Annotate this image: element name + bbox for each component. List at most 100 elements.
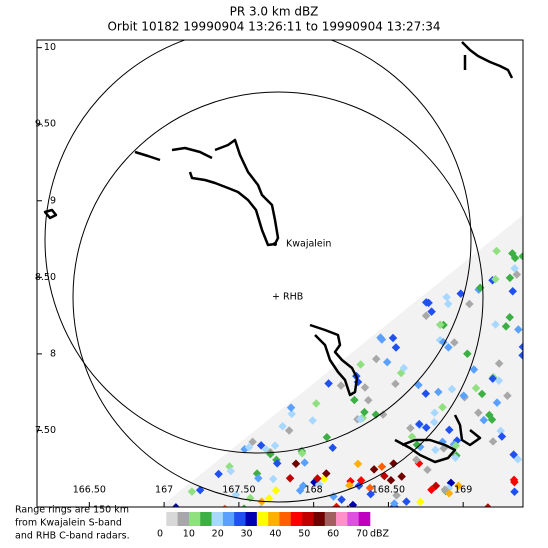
colorbar-cell bbox=[222, 512, 235, 526]
echo bbox=[364, 395, 373, 405]
echo bbox=[313, 474, 322, 483]
echo bbox=[270, 441, 280, 450]
colorbar-cell bbox=[188, 512, 201, 526]
echo bbox=[459, 391, 468, 400]
echo bbox=[322, 433, 332, 442]
echo bbox=[492, 246, 501, 256]
echo bbox=[369, 465, 379, 474]
echo bbox=[239, 504, 249, 507]
y-tick-label: 9.50 bbox=[35, 119, 56, 130]
echo bbox=[377, 462, 387, 471]
echo bbox=[406, 423, 415, 433]
echo bbox=[356, 414, 365, 424]
echo bbox=[271, 486, 281, 495]
colorbar-tick-label: 0 bbox=[157, 529, 163, 540]
echo bbox=[350, 395, 359, 405]
echo bbox=[324, 379, 333, 388]
echo bbox=[382, 357, 392, 367]
y-tick-label: 9 bbox=[50, 195, 56, 206]
echo bbox=[399, 363, 409, 373]
kwajalein-marker bbox=[273, 242, 277, 246]
colorbar-tick-label: 50 bbox=[298, 529, 310, 540]
echo bbox=[465, 299, 474, 309]
map-title: PR 3.0 km dBZ bbox=[230, 5, 319, 19]
colorbar-tick-label: 20 bbox=[212, 529, 224, 540]
echo bbox=[456, 289, 465, 298]
echo bbox=[463, 349, 472, 358]
colorbar-cell bbox=[336, 512, 348, 526]
colorbar-cell bbox=[358, 512, 371, 526]
colorbar-tick-label: 70 bbox=[356, 529, 368, 540]
echo bbox=[378, 410, 388, 419]
echo bbox=[388, 333, 398, 343]
echo bbox=[390, 499, 399, 507]
y-tick-label: 8 bbox=[50, 348, 56, 359]
echo bbox=[477, 389, 487, 399]
range-ring bbox=[44, 40, 472, 454]
range-ring bbox=[72, 91, 484, 503]
echo bbox=[287, 409, 297, 419]
echo bbox=[514, 325, 523, 334]
colorbar: 0 10 20 30 40 50 60 70 dBZ bbox=[155, 512, 390, 540]
echo bbox=[300, 458, 309, 467]
echo bbox=[444, 343, 453, 352]
echo bbox=[171, 503, 181, 507]
colorbar-cell bbox=[245, 512, 258, 526]
echo bbox=[434, 387, 443, 397]
echo bbox=[372, 354, 381, 364]
echo bbox=[389, 459, 398, 468]
echo bbox=[445, 425, 454, 435]
echo bbox=[421, 311, 431, 321]
echo bbox=[278, 422, 287, 431]
echo bbox=[328, 443, 337, 452]
echo bbox=[332, 502, 341, 507]
echo bbox=[345, 481, 354, 490]
echo bbox=[366, 489, 375, 499]
colorbar-tick-label: 60 bbox=[327, 529, 339, 540]
echo bbox=[469, 365, 479, 374]
echo bbox=[391, 379, 400, 389]
echo bbox=[439, 337, 448, 347]
echo bbox=[471, 383, 481, 393]
echo bbox=[510, 477, 519, 487]
echo bbox=[421, 298, 431, 307]
colorbar-cell bbox=[211, 512, 224, 526]
echo bbox=[494, 376, 504, 385]
echo bbox=[510, 264, 519, 273]
echo bbox=[397, 472, 406, 481]
echo bbox=[491, 274, 500, 284]
x-tick-label: 168 bbox=[305, 485, 323, 496]
echo bbox=[509, 450, 518, 459]
echo bbox=[497, 432, 507, 441]
colorbar-cell bbox=[234, 512, 246, 526]
colorbar-cell bbox=[347, 512, 359, 526]
site-label: + RHB bbox=[272, 292, 303, 303]
echo bbox=[508, 286, 517, 296]
echo bbox=[496, 426, 505, 436]
echo bbox=[503, 391, 512, 400]
map-area bbox=[43, 40, 523, 515]
echo bbox=[268, 474, 278, 484]
echo bbox=[329, 492, 338, 501]
echo bbox=[386, 475, 396, 485]
echo bbox=[336, 381, 346, 390]
echo bbox=[429, 417, 439, 427]
y-tick-label: 8.50 bbox=[35, 272, 56, 283]
echo bbox=[392, 491, 401, 500]
echo bbox=[264, 494, 274, 503]
echo bbox=[464, 507, 472, 515]
echo bbox=[376, 333, 385, 342]
echo bbox=[412, 440, 422, 450]
echo bbox=[474, 408, 483, 418]
colorbar-tick-label: 10 bbox=[183, 529, 195, 540]
echoes bbox=[171, 246, 523, 515]
echo bbox=[360, 383, 370, 392]
site-label: Kwajalein bbox=[286, 239, 331, 250]
echo bbox=[412, 455, 421, 465]
colorbar-cell bbox=[290, 512, 303, 526]
echo bbox=[407, 432, 417, 442]
note-line: and RHB C-band radars. bbox=[15, 531, 130, 542]
echo bbox=[451, 441, 461, 450]
colorbar-cell bbox=[268, 512, 280, 526]
echo bbox=[442, 292, 451, 302]
